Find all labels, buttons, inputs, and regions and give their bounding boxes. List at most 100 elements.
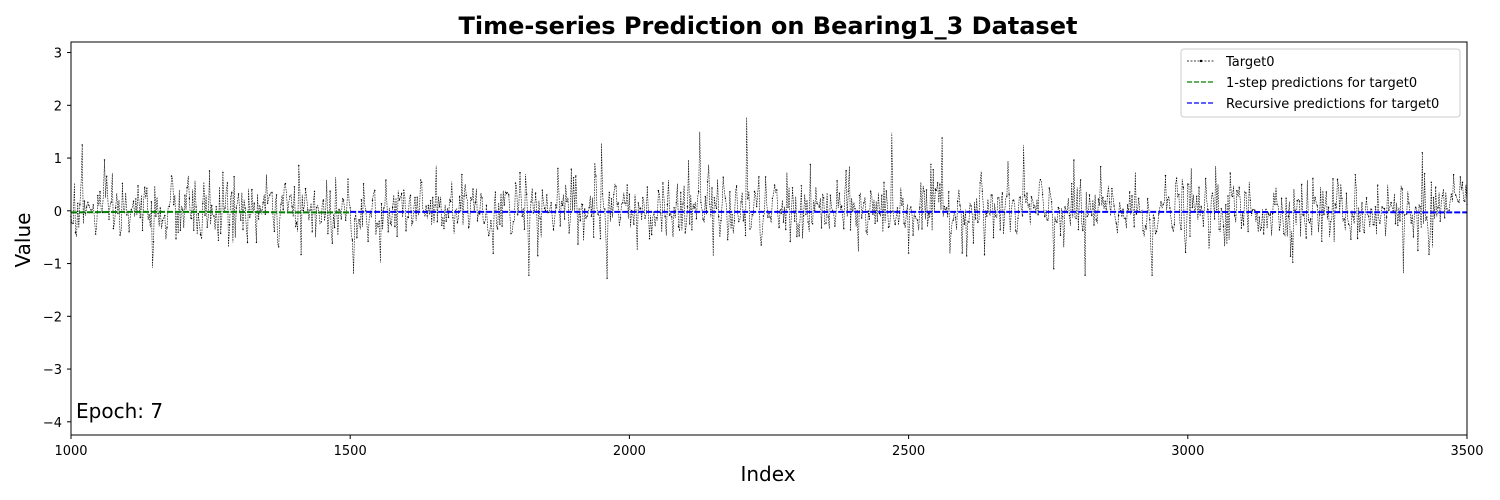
target0-point (1361, 202, 1363, 204)
target0-point (608, 191, 610, 194)
y-tick-label: −4 (43, 416, 62, 431)
target0-point (1430, 181, 1433, 183)
target0-point (251, 188, 253, 191)
target0-point (735, 185, 738, 187)
target0-point (1037, 214, 1039, 216)
target0-point (186, 186, 188, 189)
target0-point (791, 187, 794, 189)
target0-point (434, 204, 436, 206)
target0-point (177, 231, 179, 233)
target0-point (773, 184, 776, 186)
target0-point (849, 229, 852, 231)
target0-point (1030, 196, 1033, 198)
target0-point (1023, 194, 1026, 197)
target0-point (1450, 193, 1453, 195)
target0-point (568, 232, 570, 234)
target0-point (356, 237, 358, 239)
target0-point (925, 189, 928, 191)
legend-label-one-step: 1-step predictions for target0 (1226, 76, 1417, 91)
y-tick-label: 0 (54, 205, 62, 220)
target0-point (1276, 203, 1278, 206)
target0-point (291, 206, 293, 208)
target0-point (825, 222, 827, 224)
y-tick-label: 2 (54, 99, 62, 114)
target0-point (132, 200, 135, 202)
target0-point (753, 190, 756, 193)
target0-point (733, 220, 736, 222)
target0-point (727, 239, 729, 241)
target0-point (164, 214, 166, 217)
target0-point (383, 207, 385, 209)
target0-point (981, 190, 983, 192)
target0-point (452, 217, 454, 219)
target0-point (613, 193, 615, 196)
target0-point (470, 197, 472, 199)
target0-point (342, 199, 345, 201)
target0-point (809, 163, 811, 166)
target0-point (1307, 219, 1310, 221)
target0-point (1439, 220, 1441, 222)
target0-point (324, 211, 327, 214)
target0-point (391, 206, 394, 209)
target0-point (530, 201, 532, 203)
target0-point (309, 209, 311, 211)
target0-point (295, 221, 298, 224)
target0-point (1084, 274, 1086, 276)
target0-point (108, 218, 110, 220)
target0-point (414, 196, 416, 199)
target0-point (577, 243, 579, 245)
target0-point (1003, 212, 1006, 214)
target0-point (150, 201, 153, 203)
y-axis: −4 −3 −2 −1 0 1 2 3 (43, 47, 71, 431)
target0-point (590, 215, 593, 217)
target0-point (79, 203, 81, 206)
target0-point (385, 179, 387, 181)
target0-point (246, 241, 249, 244)
target0-point (1158, 213, 1160, 215)
target0-point (273, 230, 275, 233)
epoch-annotation: Epoch: 7 (76, 399, 163, 423)
target0-point (697, 191, 700, 193)
target0-point (1142, 230, 1144, 232)
target0-point (99, 190, 101, 193)
target0-point (380, 203, 383, 205)
target0-point (374, 189, 376, 192)
target0-point (1198, 186, 1200, 188)
target0-point (961, 252, 963, 254)
target0-point (215, 206, 217, 208)
target0-point (316, 206, 318, 209)
target0-point (135, 198, 137, 200)
target0-point (220, 232, 222, 235)
target0-point (668, 214, 671, 216)
target0-point (1057, 206, 1060, 209)
target0-point (910, 206, 912, 208)
target0-point (81, 144, 83, 146)
target0-point (458, 195, 461, 198)
target0-point (320, 221, 322, 223)
target0-point (1169, 207, 1171, 209)
target0-point (128, 231, 130, 233)
target0-point (680, 191, 682, 194)
target0-point (275, 194, 278, 196)
target0-point (1021, 215, 1024, 217)
target0-point (1104, 200, 1106, 202)
target0-point (1330, 221, 1332, 223)
target0-point (240, 219, 242, 221)
target0-point (664, 215, 666, 218)
target0-point (378, 220, 380, 222)
series-target0-markers (70, 137, 1468, 279)
target0-point (644, 217, 646, 219)
target0-point (1100, 166, 1102, 168)
target0-point (412, 221, 414, 223)
target0-point (1234, 214, 1236, 217)
legend-label-recursive: Recursive predictions for target0 (1226, 97, 1439, 112)
target0-point (744, 234, 747, 237)
target0-point (1153, 217, 1156, 219)
target0-point (818, 206, 820, 208)
target0-point (407, 216, 409, 219)
target0-point (510, 232, 512, 235)
target0-point (1334, 203, 1336, 205)
target0-point (751, 214, 753, 216)
target0-point (901, 204, 903, 206)
target0-point (738, 220, 740, 223)
